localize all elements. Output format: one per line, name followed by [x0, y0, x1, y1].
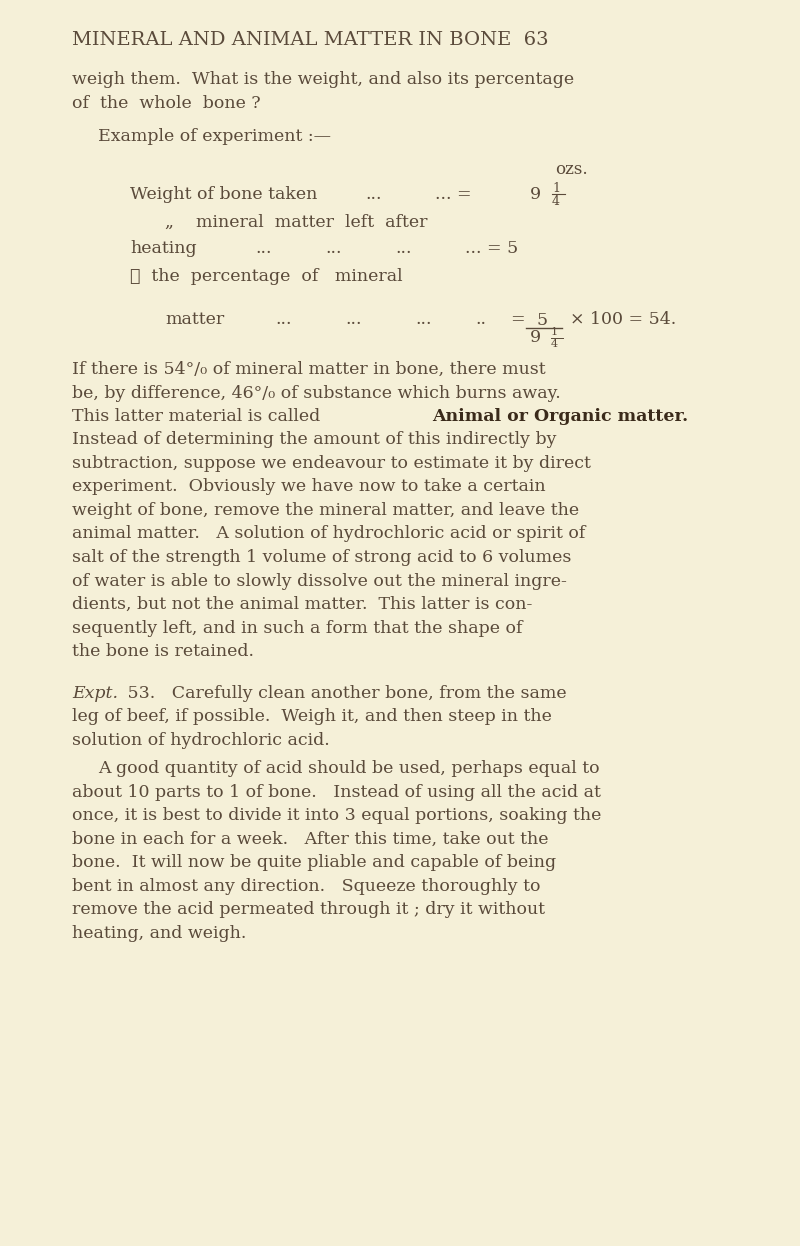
Text: =: = [510, 312, 525, 328]
Text: ...: ... [275, 312, 291, 328]
Text: ...: ... [365, 186, 382, 203]
Text: remove the acid permeated through it ; dry it without: remove the acid permeated through it ; d… [72, 901, 545, 918]
Text: of  the  whole  bone ?: of the whole bone ? [72, 95, 261, 111]
Text: 5: 5 [537, 312, 547, 329]
Text: bone in each for a week.   After this time, take out the: bone in each for a week. After this time… [72, 831, 549, 847]
Text: ... = 5: ... = 5 [465, 240, 518, 257]
Text: salt of the strength 1 volume of strong acid to 6 volumes: salt of the strength 1 volume of strong … [72, 549, 571, 566]
Text: ...: ... [345, 312, 362, 328]
Text: 1: 1 [551, 326, 558, 336]
Text: 9: 9 [530, 329, 541, 346]
Text: ...: ... [255, 240, 271, 257]
Text: Weight of bone taken: Weight of bone taken [130, 186, 318, 203]
Text: Instead of determining the amount of this indirectly by: Instead of determining the amount of thi… [72, 431, 557, 449]
Text: solution of hydrochloric acid.: solution of hydrochloric acid. [72, 731, 330, 749]
Text: weigh them.  What is the weight, and also its percentage: weigh them. What is the weight, and also… [72, 71, 574, 88]
Text: Expt.: Expt. [72, 684, 118, 701]
Text: once, it is best to divide it into 3 equal portions, soaking the: once, it is best to divide it into 3 equ… [72, 807, 602, 824]
Text: leg of beef, if possible.  Weigh it, and then steep in the: leg of beef, if possible. Weigh it, and … [72, 708, 552, 725]
Text: ...: ... [325, 240, 342, 257]
Text: ∴  the  percentage  of   mineral: ∴ the percentage of mineral [130, 268, 402, 285]
Text: 1: 1 [552, 182, 560, 196]
Text: be, by difference, 46°/₀ of substance which burns away.: be, by difference, 46°/₀ of substance wh… [72, 385, 561, 401]
Text: 9: 9 [530, 186, 541, 203]
Text: This latter material is called: This latter material is called [72, 407, 326, 425]
Text: matter: matter [165, 312, 224, 328]
Text: ..: .. [475, 312, 486, 328]
Text: weight of bone, remove the mineral matter, and leave the: weight of bone, remove the mineral matte… [72, 502, 579, 520]
Text: 4: 4 [552, 196, 560, 208]
Text: ...: ... [395, 240, 411, 257]
Text: heating: heating [130, 240, 197, 257]
Text: animal matter.   A solution of hydrochloric acid or spirit of: animal matter. A solution of hydrochlori… [72, 526, 586, 542]
Text: the bone is retained.: the bone is retained. [72, 643, 254, 660]
Text: Example of experiment :—: Example of experiment :— [98, 128, 331, 145]
Text: experiment.  Obviously we have now to take a certain: experiment. Obviously we have now to tak… [72, 478, 546, 496]
Text: ozs.: ozs. [555, 161, 588, 178]
Text: bone.  It will now be quite pliable and capable of being: bone. It will now be quite pliable and c… [72, 854, 556, 871]
Text: dients, but not the animal matter.  This latter is con-: dients, but not the animal matter. This … [72, 596, 532, 613]
Text: „    mineral  matter  left  after: „ mineral matter left after [165, 214, 427, 231]
Text: A good quantity of acid should be used, perhaps equal to: A good quantity of acid should be used, … [98, 760, 600, 778]
Text: subtraction, suppose we endeavour to estimate it by direct: subtraction, suppose we endeavour to est… [72, 455, 591, 472]
Text: If there is 54°/₀ of mineral matter in bone, there must: If there is 54°/₀ of mineral matter in b… [72, 361, 546, 378]
Text: sequently left, and in such a form that the shape of: sequently left, and in such a form that … [72, 619, 522, 637]
Text: heating, and weigh.: heating, and weigh. [72, 925, 246, 942]
Text: ...: ... [415, 312, 431, 328]
Text: ... =: ... = [435, 186, 472, 203]
Text: bent in almost any direction.   Squeeze thoroughly to: bent in almost any direction. Squeeze th… [72, 877, 541, 895]
Text: 4: 4 [551, 339, 558, 349]
Text: MINERAL AND ANIMAL MATTER IN BONE  63: MINERAL AND ANIMAL MATTER IN BONE 63 [72, 31, 549, 49]
Text: of water is able to slowly dissolve out the mineral ingre-: of water is able to slowly dissolve out … [72, 572, 567, 589]
Text: 53.   Carefully clean another bone, from the same: 53. Carefully clean another bone, from t… [122, 684, 566, 701]
Text: × 100 = 54.: × 100 = 54. [570, 312, 676, 328]
Text: Animal or Organic matter.: Animal or Organic matter. [432, 407, 688, 425]
Text: about 10 parts to 1 of bone.   Instead of using all the acid at: about 10 parts to 1 of bone. Instead of … [72, 784, 601, 800]
